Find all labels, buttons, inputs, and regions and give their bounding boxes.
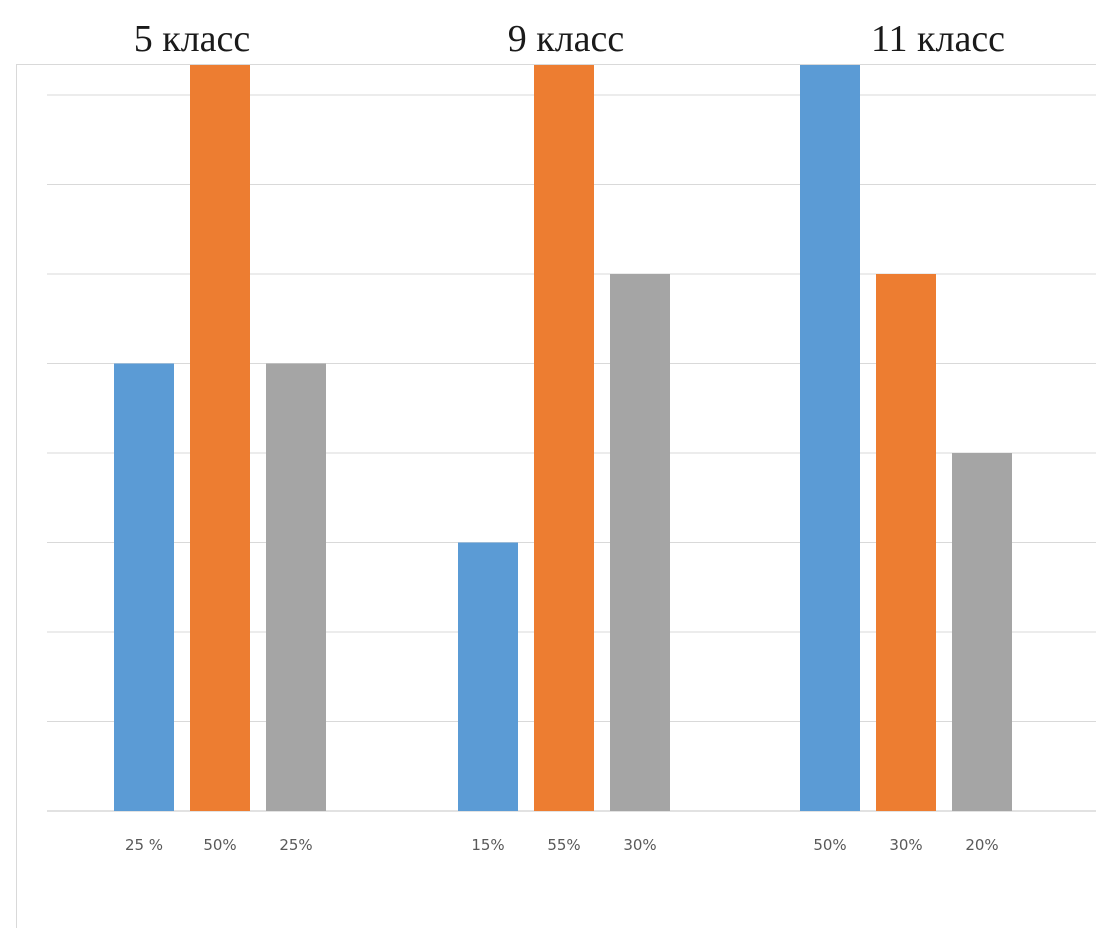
bar-group-2-series-2 xyxy=(534,65,594,811)
value-label-group-1-series-3: 25% xyxy=(279,836,312,854)
group-title-9-class: 9 класс xyxy=(507,18,625,60)
group-title-5-class: 5 класс xyxy=(133,18,251,60)
value-label-group-3-series-1: 50% xyxy=(813,836,846,854)
category-labels: 25 % 50% 25% 15% 55% 30% 50% 30% 20% xyxy=(125,836,999,854)
value-label-group-1-series-2: 50% xyxy=(203,836,236,854)
bar-group-3-series-3 xyxy=(952,453,1012,811)
bar-group-3-series-2 xyxy=(876,274,936,811)
bar-group-3-series-1 xyxy=(800,65,860,811)
value-label-group-3-series-3: 20% xyxy=(965,836,998,854)
bar-chart: 25 % 50% 25% 15% 55% 30% 50% 30% 20% xyxy=(47,65,1096,854)
chart-area: 25 % 50% 25% 15% 55% 30% 50% 30% 20% xyxy=(16,64,1096,928)
value-label-group-1-series-1: 25 % xyxy=(125,836,163,854)
bar-group-1-series-3 xyxy=(266,363,326,811)
group-title-11-class: 11 класс xyxy=(870,18,1006,60)
value-label-group-3-series-2: 30% xyxy=(889,836,922,854)
bar-group-1-series-2 xyxy=(190,65,250,811)
value-label-group-2-series-3: 30% xyxy=(623,836,656,854)
value-label-group-2-series-2: 55% xyxy=(547,836,580,854)
bars xyxy=(114,65,1012,811)
bar-group-2-series-3 xyxy=(610,274,670,811)
bar-group-2-series-1 xyxy=(458,542,518,811)
bar-group-1-series-1 xyxy=(114,363,174,811)
value-label-group-2-series-1: 15% xyxy=(471,836,504,854)
